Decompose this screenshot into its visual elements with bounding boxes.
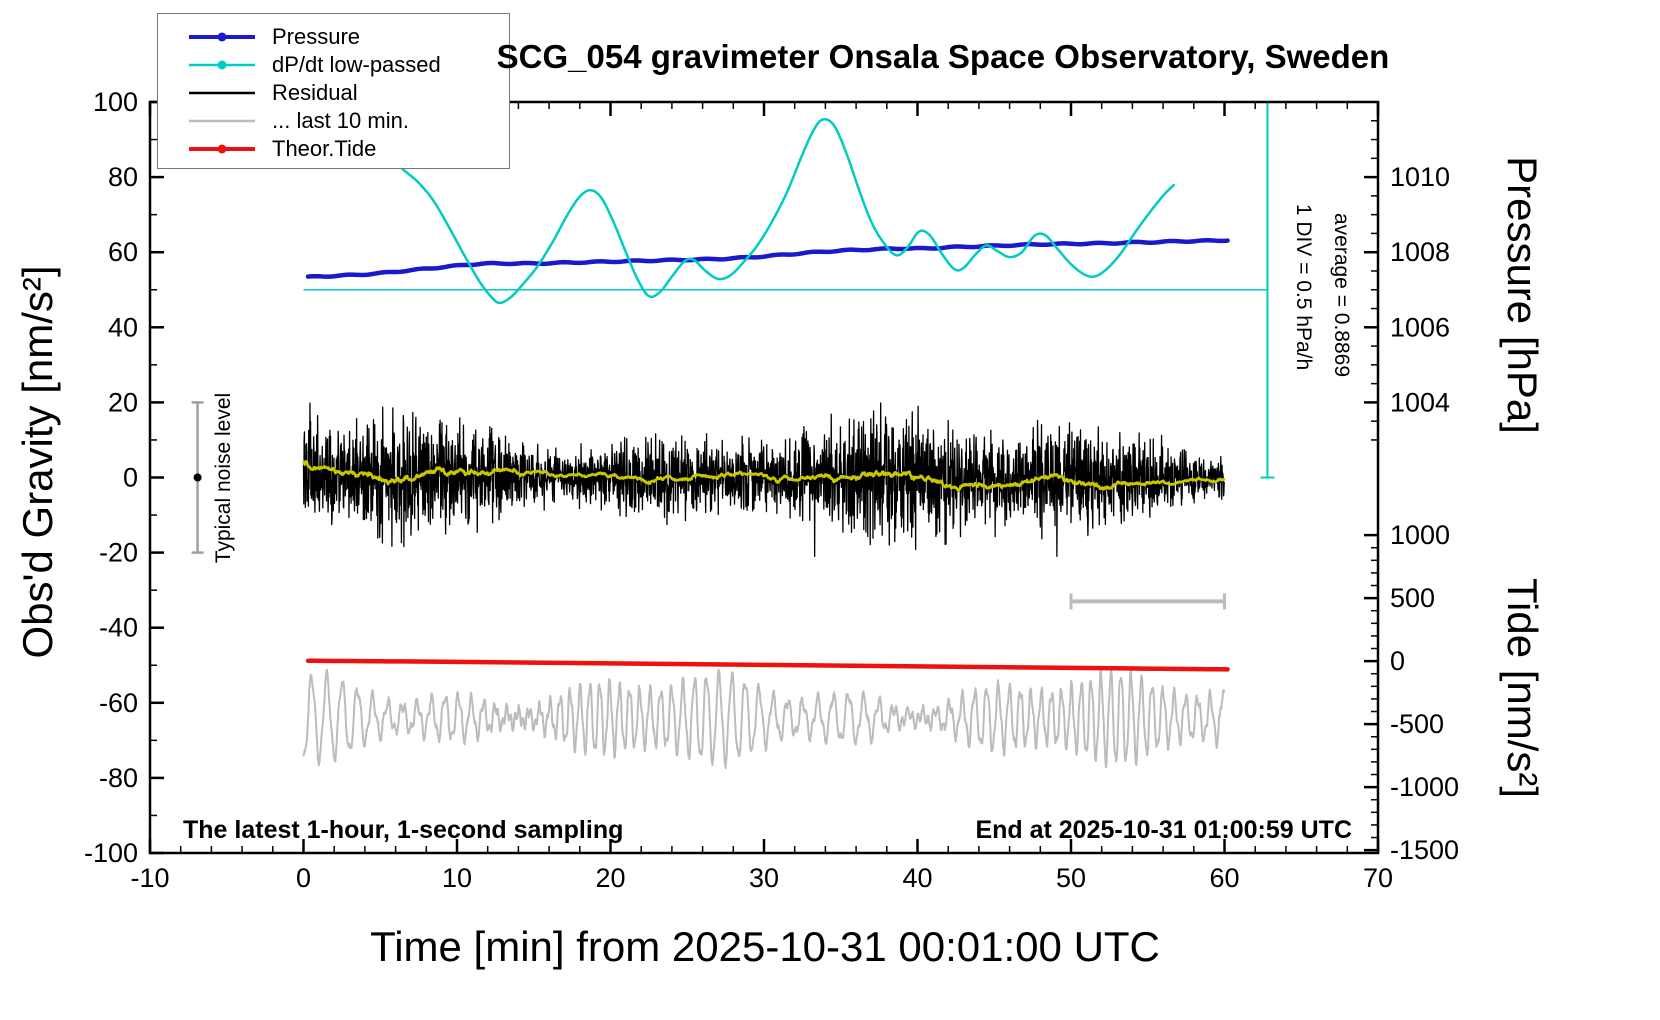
legend-label-residual: Residual xyxy=(272,80,358,105)
residual-line-swatch xyxy=(189,91,255,95)
legend-item-theortide: Theor.Tide xyxy=(186,135,509,163)
x-tick-label: 10 xyxy=(442,863,472,893)
x-tick-label: 40 xyxy=(902,863,932,893)
y-tick-label: -20 xyxy=(99,538,138,568)
legend-item-last10: ... last 10 min. xyxy=(186,107,509,135)
legend-item-pressure: Pressure xyxy=(186,23,509,51)
x-tick-label: 30 xyxy=(749,863,779,893)
last10-line-swatch xyxy=(189,119,255,123)
pressure-axis-label: Pressure [hPa] xyxy=(1499,156,1546,434)
theor-tide-line xyxy=(305,658,1230,672)
legend-label-dpdt: dP/dt low-passed xyxy=(272,52,441,77)
y-tick-label: 0 xyxy=(123,463,138,493)
y-tick-label: 100 xyxy=(93,87,138,117)
y-tick-label: -40 xyxy=(99,613,138,643)
noise-level-label: Typical noise level xyxy=(212,392,235,564)
y-tick-label: 80 xyxy=(108,162,138,192)
legend-item-residual: Residual xyxy=(186,79,509,107)
y-tick-label: -60 xyxy=(99,688,138,718)
x-tick-label: -10 xyxy=(130,863,169,893)
tide-axis-label: Tide [nm/s²] xyxy=(1499,577,1546,799)
dpdt-line-swatch xyxy=(189,60,255,70)
tide-tick-label: -500 xyxy=(1390,709,1444,739)
noise-bar-dot xyxy=(193,473,202,482)
tide-tick-label: -1500 xyxy=(1390,835,1459,865)
residual-line xyxy=(302,402,1225,558)
legend-label-last10: ... last 10 min. xyxy=(272,108,409,133)
dpdt-line xyxy=(332,102,1176,305)
theortide-line-swatch xyxy=(189,144,255,154)
legend: Pressure dP/dt low-passed Residual ... l… xyxy=(157,13,510,169)
legend-label-theortide: Theor.Tide xyxy=(272,136,377,161)
div-scale-label: 1 DIV = 0.5 hPa/h xyxy=(1292,203,1315,371)
pressure-line-swatch xyxy=(189,32,255,42)
tide-tick-label: -1000 xyxy=(1390,772,1459,802)
annotation-layer xyxy=(191,101,1275,610)
pressure-tick-label: 1008 xyxy=(1390,237,1450,267)
residual-lowpass-line xyxy=(302,459,1226,493)
pressure-tick-label: 1006 xyxy=(1390,312,1450,342)
y-tick-label: -100 xyxy=(84,838,138,868)
tide-tick-label: 1000 xyxy=(1390,520,1450,550)
pressure-line xyxy=(305,238,1230,279)
last10min-line xyxy=(302,668,1226,770)
y-tick-label: -80 xyxy=(99,763,138,793)
axes-layer: -10 0 10 20 30 40 50 60 70-100-80-60-40-20020406… xyxy=(84,87,1459,893)
average-label: average = 0.8869 xyxy=(1330,212,1353,378)
x-tick-label: 20 xyxy=(595,863,625,893)
x-axis-label: Time [min] from 2025-10-31 00:01:00 UTC xyxy=(370,923,1160,970)
x-tick-label: 0 xyxy=(296,863,311,893)
x-tick-label: 60 xyxy=(1209,863,1239,893)
legend-item-dpdt: dP/dt low-passed xyxy=(186,51,509,79)
y-tick-label: 40 xyxy=(108,312,138,342)
x-tick-label: 50 xyxy=(1056,863,1086,893)
y-tick-label: 60 xyxy=(108,237,138,267)
tide-tick-label: 0 xyxy=(1390,646,1405,676)
pressure-tick-label: 1004 xyxy=(1390,387,1450,417)
x-tick-label: 70 xyxy=(1363,863,1393,893)
pressure-tick-label: 1010 xyxy=(1390,162,1450,192)
y-left-axis-label: Obs'd Gravity [nm/s²] xyxy=(14,265,61,659)
series-layer xyxy=(302,102,1230,770)
y-tick-label: 20 xyxy=(108,387,138,417)
chart-title: SCG_054 gravimeter Onsala Space Observat… xyxy=(496,38,1390,75)
legend-label-pressure: Pressure xyxy=(272,24,361,49)
sampling-note: The latest 1-hour, 1-second sampling xyxy=(183,816,624,844)
tide-tick-label: 500 xyxy=(1390,583,1435,613)
end-time-note: End at 2025-10-31 01:00:59 UTC xyxy=(975,816,1352,844)
